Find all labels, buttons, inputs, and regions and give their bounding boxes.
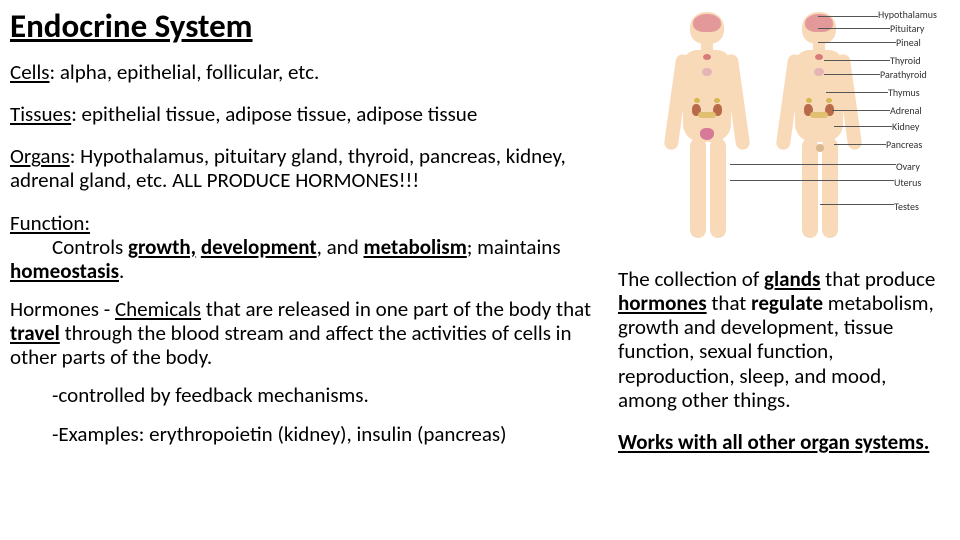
leader-line bbox=[820, 204, 894, 205]
cells-label: Cells bbox=[10, 59, 50, 85]
cells-text: : alpha, epithelial, follicular, etc. bbox=[50, 59, 320, 85]
leader-line bbox=[818, 16, 878, 17]
leg-right bbox=[710, 138, 726, 238]
leg-left bbox=[802, 138, 818, 238]
s1c: that bbox=[707, 290, 751, 316]
leader-line bbox=[818, 28, 890, 29]
testes bbox=[816, 144, 824, 152]
leg-left bbox=[690, 138, 706, 238]
tissues-label: Tissues bbox=[10, 101, 71, 127]
fn-mid2: ; maintains bbox=[467, 234, 561, 260]
leader-line bbox=[834, 126, 892, 127]
hormones-bullet2: -Examples: erythropoietin (kidney), insu… bbox=[10, 422, 600, 446]
hm-t1: that are released in one part of the bod… bbox=[201, 296, 591, 322]
tissues-text: : epithelial tissue, adipose tissue, adi… bbox=[71, 101, 477, 127]
adrenal-l bbox=[806, 98, 812, 103]
thymus bbox=[702, 68, 712, 76]
organs-label: Organs bbox=[10, 143, 70, 169]
gland-label: Ovary bbox=[896, 160, 920, 173]
gland-label: Pancreas bbox=[886, 138, 922, 151]
leader-line bbox=[824, 60, 890, 61]
gland-label: Pineal bbox=[896, 36, 921, 49]
kw-glands: glands bbox=[764, 266, 820, 292]
organs-line: Organs: Hypothalamus, pituitary gland, t… bbox=[10, 144, 600, 192]
pancreas bbox=[810, 112, 828, 118]
hormones-block: Hormones - Chemicals that are released i… bbox=[10, 297, 600, 369]
fn-period: . bbox=[119, 258, 124, 284]
leader-line bbox=[826, 92, 888, 93]
gland-label: Hypothalamus bbox=[878, 8, 937, 21]
kw-development: development bbox=[201, 234, 317, 260]
leader-line bbox=[730, 164, 896, 165]
thyroid bbox=[815, 54, 823, 60]
gland-label: Thyroid bbox=[890, 54, 921, 67]
organs-text: : Hypothalamus, pituitary gland, thyroid… bbox=[10, 143, 566, 193]
gland-label: Thymus bbox=[888, 86, 920, 99]
leader-line bbox=[824, 74, 880, 75]
body-male bbox=[772, 12, 852, 242]
uterus bbox=[700, 128, 714, 140]
adrenal-r bbox=[714, 98, 720, 103]
hormones-bullet1: -controlled by feedback mechanisms. bbox=[10, 383, 600, 407]
gland-label: Testes bbox=[894, 200, 919, 213]
adrenal-r bbox=[826, 98, 832, 103]
summary-2: Works with all other organ systems. bbox=[618, 430, 948, 454]
pancreas bbox=[698, 112, 716, 118]
kw-regulate: regulate bbox=[751, 290, 823, 316]
kw-hormones: hormones bbox=[618, 290, 707, 316]
function-label: Function: bbox=[10, 210, 90, 236]
kw-growth: growth, bbox=[128, 234, 196, 260]
kw-chemicals: Chemicals bbox=[115, 296, 201, 322]
function-block: Function: Controls growth, development, … bbox=[10, 211, 600, 283]
kw-metabolism: metabolism bbox=[363, 234, 466, 260]
body-female bbox=[660, 12, 740, 242]
summary-1: The collection of glands that produce ho… bbox=[618, 267, 948, 412]
function-body: Controls growth, development, and metabo… bbox=[10, 234, 561, 284]
left-column: Cells: alpha, epithelial, follicular, et… bbox=[10, 60, 600, 460]
hm-t2: through the blood stream and affect the … bbox=[10, 320, 572, 370]
kw-homeostasis: homeostasis bbox=[10, 258, 119, 284]
adrenal-l bbox=[694, 98, 700, 103]
fn-pre: Controls bbox=[52, 234, 128, 260]
cells-line: Cells: alpha, epithelial, follicular, et… bbox=[10, 60, 600, 84]
s1b: that produce bbox=[820, 266, 935, 292]
endocrine-diagram: HypothalamusPituitaryPineal ThyroidParath… bbox=[618, 4, 948, 259]
leader-line bbox=[834, 144, 886, 145]
thyroid bbox=[703, 54, 711, 60]
s1a: The collection of bbox=[618, 266, 764, 292]
gland-label: Pituitary bbox=[890, 22, 924, 35]
brain bbox=[693, 14, 721, 32]
gland-label: Parathyroid bbox=[880, 68, 927, 81]
leader-line bbox=[832, 110, 890, 111]
tissues-line: Tissues: epithelial tissue, adipose tiss… bbox=[10, 102, 600, 126]
leader-line bbox=[730, 180, 894, 181]
right-column: HypothalamusPituitaryPineal ThyroidParath… bbox=[618, 4, 948, 454]
gland-label: Adrenal bbox=[890, 104, 922, 117]
fn-mid: , and bbox=[317, 234, 364, 260]
gland-label: Uterus bbox=[894, 176, 921, 189]
thymus bbox=[814, 68, 824, 76]
kw-travel: travel bbox=[10, 320, 60, 346]
leader-line bbox=[818, 42, 896, 43]
slide: Endocrine System Cells: alpha, epithelia… bbox=[0, 0, 960, 540]
gland-label: Kidney bbox=[892, 120, 919, 133]
hm-lead: Hormones - bbox=[10, 296, 115, 322]
leg-right bbox=[822, 138, 838, 238]
